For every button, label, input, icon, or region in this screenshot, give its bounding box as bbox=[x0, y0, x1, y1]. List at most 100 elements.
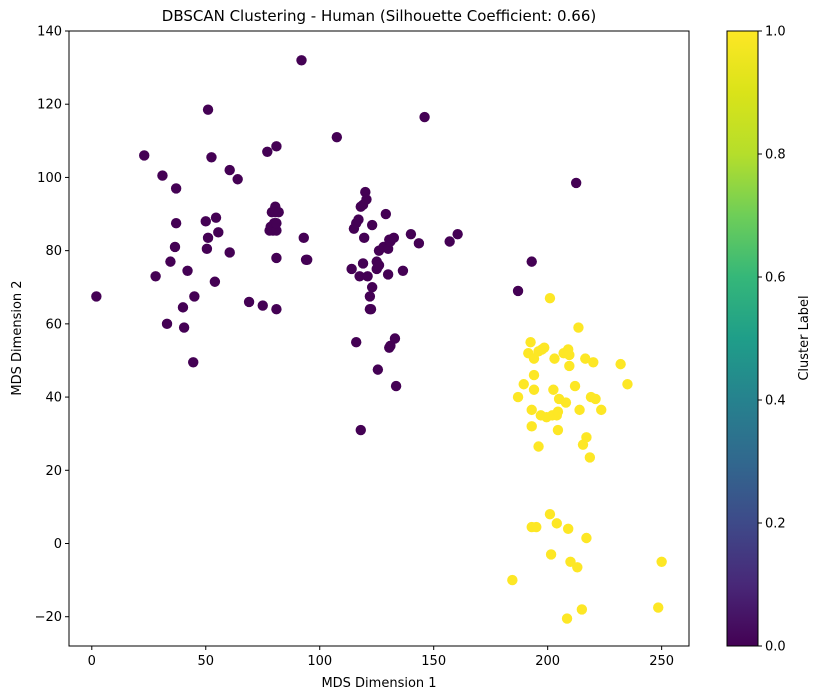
data-point-cluster-1 bbox=[552, 424, 564, 436]
y-tick-label: 140 bbox=[37, 25, 62, 40]
data-point-cluster-0 bbox=[526, 256, 537, 267]
data-point-cluster-0 bbox=[397, 265, 409, 276]
data-point-cluster-0 bbox=[296, 55, 307, 66]
data-point-cluster-0 bbox=[271, 252, 282, 264]
data-point-cluster-0 bbox=[161, 318, 173, 330]
x-tick-label: 200 bbox=[535, 654, 560, 669]
data-point-cluster-0 bbox=[452, 228, 463, 240]
data-point-cluster-1 bbox=[518, 379, 529, 390]
data-point-cluster-1 bbox=[576, 604, 588, 615]
y-axis: −20 0 20 40 60 80 100 120 140 bbox=[35, 25, 69, 625]
data-point-cluster-0 bbox=[351, 336, 362, 348]
data-point-cluster-0 bbox=[224, 164, 235, 176]
data-point-cluster-1 bbox=[588, 357, 599, 368]
data-point-cluster-0 bbox=[209, 276, 221, 287]
y-tick-label: 80 bbox=[45, 244, 62, 259]
data-point-cluster-1 bbox=[545, 549, 557, 560]
data-point-cluster-0 bbox=[365, 304, 377, 315]
data-point-cluster-0 bbox=[271, 225, 282, 236]
data-point-cluster-0 bbox=[301, 254, 313, 265]
data-point-cluster-1 bbox=[622, 379, 633, 390]
plot-frame bbox=[68, 30, 690, 647]
data-point-cluster-1 bbox=[590, 393, 601, 405]
data-point-cluster-0 bbox=[366, 219, 378, 231]
data-point-cluster-0 bbox=[512, 285, 524, 297]
data-point-cluster-1 bbox=[581, 532, 592, 544]
y-tick-label: 20 bbox=[45, 464, 62, 479]
x-axis-title: MDS Dimension 1 bbox=[321, 676, 436, 691]
data-point-cluster-1 bbox=[528, 384, 540, 395]
data-point-cluster-0 bbox=[257, 300, 268, 311]
data-point-cluster-1 bbox=[615, 358, 626, 370]
y-tick-label: 100 bbox=[37, 171, 62, 186]
data-point-cluster-1 bbox=[574, 404, 585, 416]
data-point-cluster-0 bbox=[213, 227, 224, 238]
data-point-cluster-1 bbox=[512, 391, 524, 403]
data-point-cluster-1 bbox=[544, 293, 556, 304]
data-point-cluster-0 bbox=[380, 208, 392, 220]
y-axis-title: MDS Dimension 2 bbox=[10, 280, 25, 395]
x-tick-label: 50 bbox=[197, 654, 214, 669]
data-point-cluster-0 bbox=[419, 111, 430, 123]
data-point-cluster-0 bbox=[273, 207, 284, 218]
data-point-cluster-0 bbox=[382, 269, 394, 280]
data-point-cluster-0 bbox=[373, 260, 385, 271]
data-point-cluster-1 bbox=[525, 336, 536, 348]
colorbar-tick-label: 0.8 bbox=[765, 148, 786, 163]
data-point-cluster-1 bbox=[526, 421, 537, 432]
data-point-cluster-0 bbox=[357, 258, 369, 269]
x-tick-label: 100 bbox=[307, 654, 332, 669]
data-point-cluster-1 bbox=[584, 452, 596, 463]
data-point-cluster-0 bbox=[362, 271, 373, 282]
data-point-cluster-0 bbox=[206, 152, 217, 163]
x-tick-label: 150 bbox=[421, 654, 446, 669]
colorbar-tick-label: 0.4 bbox=[765, 394, 786, 409]
data-point-cluster-0 bbox=[390, 380, 402, 392]
data-point-cluster-1 bbox=[528, 369, 540, 381]
points-layer bbox=[91, 55, 667, 624]
data-point-cluster-1 bbox=[531, 521, 542, 533]
y-tick-label: 40 bbox=[45, 391, 62, 406]
data-point-cluster-0 bbox=[366, 282, 378, 293]
data-point-cluster-0 bbox=[444, 236, 455, 247]
data-point-cluster-1 bbox=[533, 441, 544, 452]
data-point-cluster-1 bbox=[596, 404, 607, 416]
data-point-cluster-0 bbox=[388, 232, 400, 244]
colorbar-title: Cluster Label bbox=[797, 295, 812, 380]
data-point-cluster-1 bbox=[573, 322, 584, 333]
data-point-cluster-0 bbox=[262, 146, 273, 158]
data-point-cluster-0 bbox=[169, 241, 181, 253]
data-point-cluster-0 bbox=[570, 177, 582, 189]
data-point-cluster-0 bbox=[298, 232, 309, 244]
data-point-cluster-0 bbox=[232, 174, 243, 185]
chart-title: DBSCAN Clustering - Human (Silhouette Co… bbox=[162, 7, 596, 25]
data-point-cluster-0 bbox=[188, 357, 199, 368]
data-point-cluster-0 bbox=[189, 291, 200, 302]
data-point-cluster-0 bbox=[202, 104, 214, 115]
data-point-cluster-1 bbox=[572, 562, 583, 573]
data-point-cluster-0 bbox=[271, 217, 282, 229]
data-point-cluster-1 bbox=[564, 360, 575, 372]
data-point-cluster-0 bbox=[157, 170, 168, 181]
data-point-cluster-0 bbox=[150, 271, 161, 282]
data-point-cluster-1 bbox=[539, 342, 550, 353]
data-point-cluster-0 bbox=[358, 232, 370, 244]
data-point-cluster-0 bbox=[170, 183, 182, 194]
data-point-cluster-1 bbox=[548, 384, 559, 395]
colorbar bbox=[726, 30, 759, 647]
data-point-cluster-1 bbox=[549, 353, 560, 364]
data-point-cluster-1 bbox=[551, 518, 562, 529]
data-point-cluster-0 bbox=[165, 256, 176, 267]
y-tick-label: 0 bbox=[54, 537, 62, 552]
data-point-cluster-1 bbox=[656, 556, 667, 568]
data-point-cluster-1 bbox=[560, 397, 572, 408]
data-point-cluster-1 bbox=[552, 406, 564, 417]
data-point-cluster-1 bbox=[562, 523, 574, 535]
data-point-cluster-1 bbox=[526, 404, 537, 416]
data-point-cluster-1 bbox=[569, 380, 581, 392]
colorbar-tick-label: 0.0 bbox=[765, 640, 786, 655]
colorbar-tick-label: 1.0 bbox=[765, 25, 786, 40]
x-tick-label: 250 bbox=[649, 654, 674, 669]
